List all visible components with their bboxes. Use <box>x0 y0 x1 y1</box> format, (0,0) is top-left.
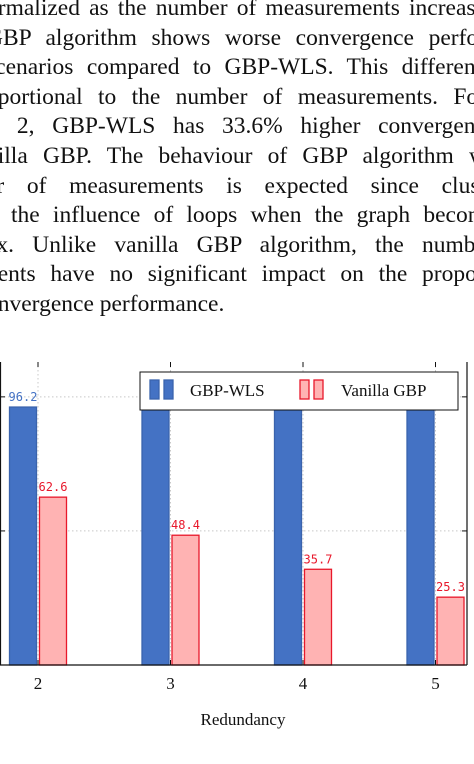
bar-gbp-wls <box>273 396 303 666</box>
body-text-paragraph: ormalized as the number of measurements … <box>0 0 474 320</box>
text-line: oportional to the number of measurements… <box>0 83 474 110</box>
legend-swatch-vanilla-gbp <box>313 379 324 400</box>
data-label: 96.2 <box>9 390 38 404</box>
text-line: er of measurements is expected since clu… <box>0 172 474 199</box>
legend: GBP-WLS Vanilla GBP <box>139 371 459 411</box>
bar-vanilla-gbp <box>171 534 200 666</box>
bar-gbp-wls <box>141 397 170 666</box>
x-tick-label: 4 <box>299 674 308 693</box>
data-labels-layer: 96.262.699.748.410035.710025.3 <box>9 380 465 594</box>
x-tick-label: 3 <box>166 674 175 693</box>
text-line: ex. Unlike vanilla GBP algorithm, the nu… <box>0 231 474 258</box>
x-ticks-layer: 2 3 4 5 <box>0 362 467 693</box>
text-line: nilla GBP. The behaviour of GBP algorith… <box>0 142 474 169</box>
text-line: scenarios compared to GBP-WLS. This diff… <box>0 54 474 81</box>
data-label: 62.6 <box>39 480 68 494</box>
bar-vanilla-gbp <box>303 568 333 666</box>
text-line: = 2, GBP-WLS has 33.6% higher convergenc <box>0 113 474 140</box>
legend-swatch-vanilla-gbp <box>299 379 310 400</box>
legend-label-vanilla-gbp: Vanilla GBP <box>341 381 426 400</box>
data-label: 48.4 <box>171 518 200 532</box>
legend-items: GBP-WLS Vanilla GBP <box>149 379 426 400</box>
text-line: ormalized as the number of measurements … <box>0 0 474 21</box>
bar-vanilla-gbp <box>38 496 68 666</box>
bar-gbp-wls <box>8 406 38 666</box>
x-tick-label: 5 <box>431 674 440 693</box>
x-axis-label: Redundancy <box>201 710 286 729</box>
text-line: nents have no significant impact on the … <box>0 261 474 288</box>
legend-label-gbp-wls: GBP-WLS <box>190 381 265 400</box>
x-tick-label: 2 <box>34 674 43 693</box>
legend-swatch-gbp-wls <box>149 379 160 400</box>
legend-box <box>139 371 459 411</box>
text-line: onvergence performance. <box>0 290 225 317</box>
text-line: b the influence of loops when the graph … <box>0 202 474 229</box>
legend-swatch-gbp-wls <box>163 379 174 400</box>
data-label: 25.3 <box>436 580 465 594</box>
bars-layer <box>8 396 465 666</box>
text-line: GBP algorithm shows worse convergence pe… <box>0 24 474 51</box>
bar-gbp-wls <box>406 396 435 666</box>
bar-vanilla-gbp <box>436 596 465 666</box>
data-label: 35.7 <box>304 552 333 566</box>
